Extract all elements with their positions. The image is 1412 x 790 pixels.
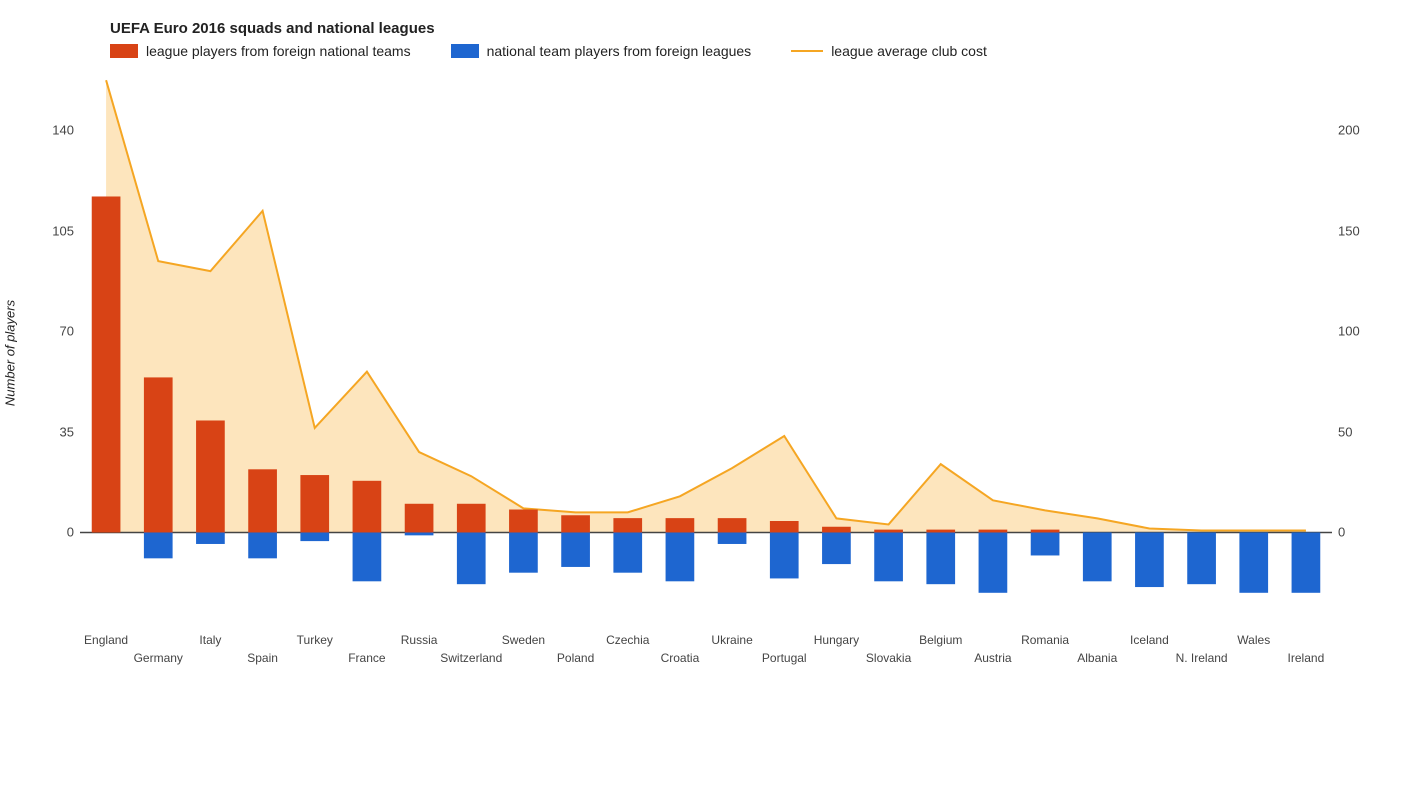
bar-league-players <box>457 504 486 533</box>
y-left-tick: 35 <box>60 424 74 439</box>
legend-swatch-team-players <box>451 44 479 58</box>
y-left-tick: 0 <box>67 525 74 540</box>
bar-team-players <box>1239 532 1268 592</box>
bar-league-players <box>874 530 903 533</box>
legend-item-club-cost: league average club cost <box>791 43 987 59</box>
y-left-tick: 70 <box>60 324 74 339</box>
bar-league-players <box>822 527 851 533</box>
bar-league-players <box>666 518 695 532</box>
x-label: Switzerland <box>440 651 502 665</box>
x-label: Ireland <box>1288 651 1325 665</box>
bar-league-players <box>770 521 799 532</box>
y-right-tick: 0 <box>1338 525 1345 540</box>
bar-league-players <box>144 377 173 532</box>
bar-team-players <box>613 532 642 572</box>
legend-item-league-players: league players from foreign national tea… <box>110 43 411 59</box>
x-label: Czechia <box>606 633 649 647</box>
bar-league-players <box>92 196 121 532</box>
y-left-tick: 140 <box>52 123 74 138</box>
x-axis-labels: England Germany Italy Spain Turkey France Russ… <box>80 633 1332 693</box>
bar-team-players <box>300 532 329 541</box>
bar-team-players <box>561 532 590 566</box>
x-label: N. Ireland <box>1176 651 1228 665</box>
x-label: Germany <box>134 651 183 665</box>
x-label: Austria <box>974 651 1011 665</box>
bar-team-players <box>405 532 434 535</box>
x-label: Spain <box>247 651 278 665</box>
bar-team-players <box>979 532 1008 592</box>
bar-league-players <box>979 530 1008 533</box>
plot-row: Number of players 03570105140 Cost of av… <box>20 73 1392 633</box>
x-axis-row: England Germany Italy Spain Turkey France Russ… <box>80 633 1332 693</box>
bar-team-players <box>1031 532 1060 555</box>
bar-team-players <box>822 532 851 564</box>
bar-league-players <box>196 420 225 532</box>
x-label: Poland <box>557 651 594 665</box>
x-label: Croatia <box>661 651 700 665</box>
bar-team-players <box>770 532 799 578</box>
y-axis-left-label: Number of players <box>3 300 18 406</box>
x-label: Italy <box>199 633 221 647</box>
plot-area <box>80 73 1332 633</box>
bar-team-players <box>457 532 486 584</box>
plot-svg <box>80 73 1332 633</box>
bar-league-players <box>405 504 434 533</box>
legend-label-club-cost: league average club cost <box>831 43 987 59</box>
legend-label-team-players: national team players from foreign leagu… <box>487 43 752 59</box>
x-label: Wales <box>1237 633 1270 647</box>
x-label: Sweden <box>502 633 545 647</box>
legend-swatch-league-players <box>110 44 138 58</box>
bar-team-players <box>196 532 225 543</box>
y-right-tick: 50 <box>1338 424 1352 439</box>
y-left-tick: 105 <box>52 223 74 238</box>
bar-league-players <box>300 475 329 532</box>
bar-team-players <box>1135 532 1164 587</box>
x-label: France <box>348 651 385 665</box>
x-label: Romania <box>1021 633 1069 647</box>
x-label: Slovakia <box>866 651 911 665</box>
bar-league-players <box>718 518 747 532</box>
bar-team-players <box>666 532 695 581</box>
bar-team-players <box>509 532 538 572</box>
y-axis-left: Number of players 03570105140 <box>20 73 80 633</box>
bar-league-players <box>561 515 590 532</box>
x-label: Belgium <box>919 633 962 647</box>
x-label: Albania <box>1077 651 1117 665</box>
y-right-tick: 100 <box>1338 324 1360 339</box>
bar-team-players <box>926 532 955 584</box>
chart-title: UEFA Euro 2016 squads and national leagu… <box>110 20 1392 37</box>
legend-swatch-club-cost <box>791 46 823 56</box>
bar-league-players <box>509 510 538 533</box>
y-axis-right: Cost of average league club (mln euro) 0… <box>1332 73 1392 633</box>
bar-league-players <box>926 530 955 533</box>
bar-team-players <box>718 532 747 543</box>
bar-team-players <box>1292 532 1321 592</box>
bar-team-players <box>248 532 277 558</box>
x-label: Portugal <box>762 651 807 665</box>
bar-league-players <box>613 518 642 532</box>
x-label: Turkey <box>297 633 333 647</box>
x-label: Ukraine <box>711 633 752 647</box>
chart-legend: league players from foreign national tea… <box>110 43 1392 59</box>
bar-team-players <box>353 532 382 581</box>
bar-league-players <box>248 469 277 532</box>
uefa-chart: UEFA Euro 2016 squads and national leagu… <box>20 20 1392 693</box>
x-label: Iceland <box>1130 633 1169 647</box>
legend-item-team-players: national team players from foreign leagu… <box>451 43 752 59</box>
x-label: Hungary <box>814 633 859 647</box>
bar-team-players <box>1083 532 1112 581</box>
bar-team-players <box>1187 532 1216 584</box>
y-right-tick: 200 <box>1338 123 1360 138</box>
x-label: Russia <box>401 633 438 647</box>
x-label: England <box>84 633 128 647</box>
legend-label-league-players: league players from foreign national tea… <box>146 43 411 59</box>
bar-team-players <box>874 532 903 581</box>
bar-league-players <box>1031 530 1060 533</box>
bar-team-players <box>144 532 173 558</box>
bar-league-players <box>353 481 382 533</box>
y-right-tick: 150 <box>1338 223 1360 238</box>
